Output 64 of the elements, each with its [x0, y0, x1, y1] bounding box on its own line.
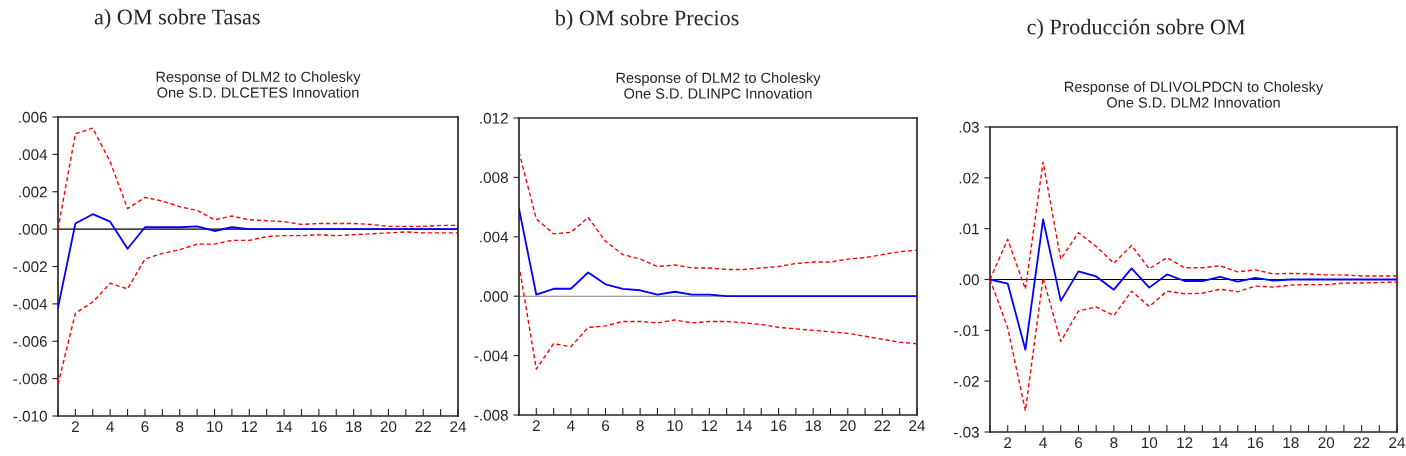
x-tick-label: 24	[1389, 437, 1406, 448]
x-tick-label: 22	[874, 420, 891, 431]
y-tick-label: .00	[959, 274, 979, 286]
x-tick-label: 22	[415, 421, 431, 432]
x-tick-label: 24	[909, 420, 926, 431]
x-tick-label: 4	[567, 420, 575, 431]
x-tick-label: 20	[1318, 437, 1335, 449]
x-tick-label: 12	[702, 420, 718, 431]
x-tick-label: 20	[380, 421, 397, 433]
y-tick-label: -.008	[474, 409, 508, 421]
x-tick-label: 14	[1212, 437, 1229, 448]
x-tick-label: 4	[1039, 437, 1047, 448]
y-tick-label: .03	[959, 121, 979, 133]
x-tick-label: 16	[311, 421, 327, 433]
y-tick-label: -.006	[13, 336, 47, 347]
y-tick-label: -.004	[13, 298, 48, 310]
y-tick-label: -.008	[13, 373, 47, 385]
x-tick-label: 8	[636, 420, 644, 432]
x-tick-label: 2	[71, 421, 79, 432]
x-tick-label: 16	[1248, 437, 1264, 449]
y-tick-label: .002	[19, 186, 47, 198]
x-tick-label: 18	[805, 420, 822, 432]
x-tick-label: 2	[532, 420, 540, 431]
chart-subtitle: Response of DLIVOLPDCN to Cholesky One S.D. DLM2 Innovation	[1065, 81, 1324, 108]
x-tick-label: 22	[1353, 437, 1370, 448]
x-tick-label: 8	[1110, 437, 1118, 449]
y-tick-label: -.010	[13, 410, 47, 422]
y-tick-label: .01	[959, 223, 979, 235]
x-tick-label: 18	[346, 421, 362, 433]
y-tick-label: .000	[480, 291, 508, 302]
y-tick-label: .004	[19, 149, 48, 161]
y-tick-label: -.02	[953, 376, 979, 387]
chart-title: c) Producción sobre OM	[1027, 18, 1246, 39]
y-tick-label: .012	[480, 112, 508, 124]
y-tick-label: -.004	[474, 350, 509, 362]
x-tick-label: 24	[450, 421, 467, 432]
x-tick-label: 6	[602, 420, 610, 432]
x-tick-label: 12	[241, 421, 258, 432]
x-tick-label: 10	[207, 421, 223, 433]
y-tick-label: -.01	[953, 325, 979, 337]
x-tick-label: 12	[1177, 437, 1193, 448]
x-tick-label: 2	[1004, 437, 1012, 448]
y-tick-label: .000	[19, 223, 47, 235]
chart-title: b) OM sobre Precios	[554, 9, 739, 30]
x-tick-label: 10	[667, 420, 683, 432]
y-tick-label: -.002	[13, 261, 47, 273]
x-tick-label: 10	[1141, 437, 1158, 449]
chart-subtitle: Response of DLM2 to Cholesky One S.D. DLCETES Innovation	[156, 71, 361, 98]
y-tick-label: .006	[19, 111, 47, 123]
x-tick-label: 14	[276, 421, 293, 432]
x-tick-label: 4	[106, 421, 114, 432]
x-tick-label: 6	[141, 421, 149, 433]
y-tick-label: .004	[480, 231, 509, 243]
x-tick-label: 20	[840, 420, 856, 432]
y-tick-label: .02	[959, 172, 979, 184]
chart-title: a) OM sobre Tasas	[94, 8, 260, 29]
chart-subtitle: Response of DLM2 to Cholesky One S.D. DLINPC Innovation	[616, 72, 821, 99]
x-tick-label: 14	[736, 420, 753, 431]
x-tick-label: 16	[771, 420, 787, 432]
x-tick-label: 8	[176, 421, 184, 433]
y-tick-label: .008	[480, 172, 508, 184]
x-tick-label: 18	[1283, 437, 1299, 449]
x-tick-label: 6	[1075, 437, 1083, 449]
y-tick-label: -.03	[953, 426, 979, 438]
